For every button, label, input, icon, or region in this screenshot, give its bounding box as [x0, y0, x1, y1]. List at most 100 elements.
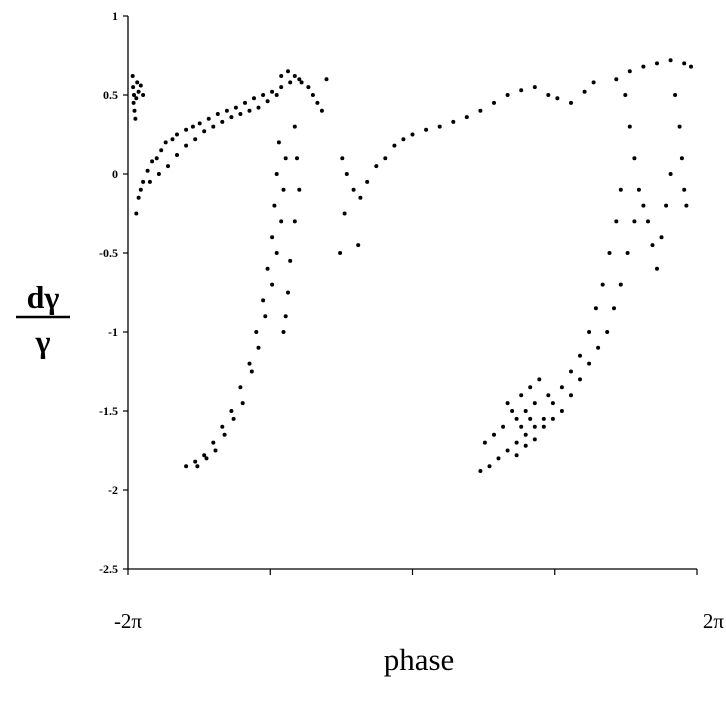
data-point — [593, 306, 598, 311]
data-point — [514, 453, 519, 458]
data-point — [532, 401, 537, 406]
data-point — [175, 153, 179, 157]
data-point — [134, 96, 139, 101]
data-point — [532, 424, 537, 429]
data-point — [514, 440, 519, 445]
data-point — [324, 77, 329, 82]
data-point — [283, 314, 288, 319]
data-point — [270, 89, 275, 94]
data-point — [240, 401, 245, 406]
data-point — [478, 108, 483, 113]
data-point — [131, 85, 136, 90]
data-point — [288, 258, 293, 263]
data-point — [222, 432, 227, 437]
data-point — [319, 108, 324, 113]
data-point — [276, 140, 281, 145]
data-point — [306, 85, 311, 90]
data-point — [550, 401, 555, 406]
data-point — [532, 85, 537, 90]
data-point — [247, 108, 252, 113]
data-point — [514, 416, 519, 421]
y-axis-title-denominator: γ — [35, 323, 51, 359]
data-point — [578, 377, 582, 382]
data-point — [569, 100, 573, 105]
data-point — [437, 124, 442, 129]
y-tick-label: -1 — [108, 325, 118, 339]
data-point — [283, 156, 288, 161]
data-point — [673, 93, 678, 97]
data-point — [546, 93, 551, 97]
data-point — [600, 282, 605, 287]
data-point — [193, 459, 198, 464]
y-tick-label: 1 — [112, 9, 118, 23]
data-point — [204, 456, 209, 461]
data-point — [202, 453, 207, 458]
data-point — [261, 93, 266, 97]
data-point — [238, 385, 243, 390]
data-point — [541, 424, 546, 429]
data-point — [220, 424, 225, 429]
data-point — [249, 369, 254, 374]
data-point — [224, 108, 229, 113]
data-point — [170, 137, 175, 142]
data-point — [256, 345, 261, 350]
y-tick-label: -2 — [108, 483, 118, 497]
data-point — [279, 85, 284, 90]
data-point — [133, 116, 138, 121]
data-point — [154, 156, 159, 161]
data-point — [587, 361, 592, 366]
data-point — [627, 69, 632, 74]
data-point — [263, 314, 268, 319]
data-point — [256, 105, 261, 110]
data-point — [537, 377, 542, 382]
data-point — [682, 187, 687, 192]
data-point — [523, 432, 528, 437]
data-point — [295, 156, 299, 161]
data-point — [505, 401, 510, 406]
data-point — [478, 469, 483, 473]
data-point — [134, 211, 139, 216]
data-point — [392, 143, 397, 148]
data-point — [555, 96, 560, 101]
data-point — [338, 251, 343, 255]
data-point — [156, 172, 161, 176]
data-point — [281, 330, 286, 334]
data-point — [132, 93, 136, 97]
data-point — [279, 219, 284, 224]
x-tick-label: -2π — [114, 609, 142, 633]
data-point — [358, 195, 363, 200]
data-point — [607, 251, 612, 255]
data-point — [505, 448, 510, 453]
data-point — [351, 187, 356, 192]
data-point — [410, 132, 415, 137]
data-point — [292, 124, 297, 129]
data-point — [356, 243, 361, 248]
data-point — [281, 187, 286, 192]
data-point — [496, 456, 501, 461]
data-point — [213, 448, 218, 453]
data-point — [231, 416, 236, 421]
data-point — [546, 393, 551, 398]
data-point — [292, 219, 297, 224]
data-point — [220, 119, 225, 124]
data-point — [215, 112, 220, 116]
data-point — [679, 156, 684, 161]
y-tick-label: -0.5 — [99, 246, 118, 260]
data-point — [141, 93, 146, 97]
data-point — [252, 96, 256, 101]
data-point — [541, 416, 546, 421]
data-point — [274, 93, 279, 97]
data-point — [147, 179, 152, 184]
data-point — [135, 80, 140, 85]
labels: 1 0.5 0 -0.5 -1 -1.5 -2 -2.5 -2π 2π phase dγ γ — [16, 9, 724, 677]
y-tick-label: -1.5 — [99, 404, 118, 418]
data-point — [274, 172, 279, 176]
data-point — [297, 187, 302, 192]
data-point — [206, 116, 211, 121]
data-point — [141, 179, 146, 184]
data-point — [636, 187, 641, 192]
axes — [123, 15, 698, 575]
data-point — [682, 61, 687, 66]
data-point — [272, 203, 277, 208]
